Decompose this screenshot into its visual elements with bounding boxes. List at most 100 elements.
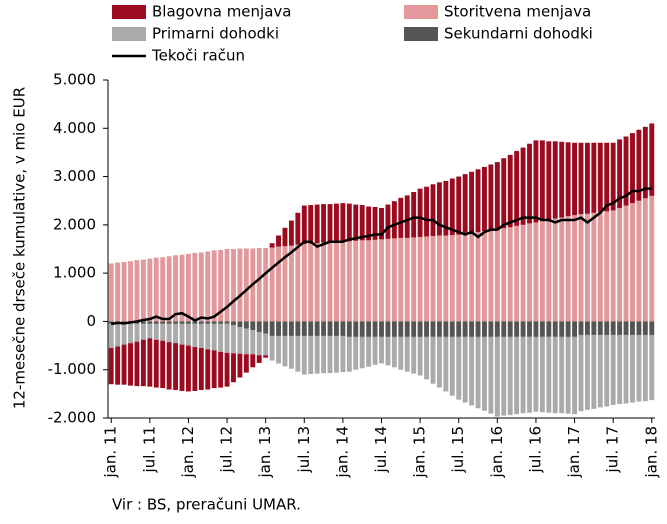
bar-segment <box>488 230 494 322</box>
bar-segment <box>436 235 442 322</box>
bar-segment <box>597 211 603 322</box>
bar-segment <box>379 336 384 364</box>
bar-segment <box>256 321 262 333</box>
bar-segment <box>379 207 384 240</box>
bar-segment <box>636 334 642 402</box>
bar-segment <box>231 353 236 383</box>
bar-segment <box>173 255 179 322</box>
bar-segment <box>578 334 584 412</box>
bar-segment <box>488 336 494 414</box>
bar-segment <box>584 334 590 410</box>
bar-segment <box>436 321 442 337</box>
bar-segment <box>263 333 269 356</box>
y-tick-label: 5.000 <box>53 71 96 89</box>
x-tick-label: jul. 13 <box>295 426 313 473</box>
bar-segment <box>578 214 584 322</box>
bar-segment <box>366 336 372 367</box>
bar-segment <box>552 321 558 337</box>
bar-segment <box>346 241 352 322</box>
x-tick-label: jul. 16 <box>526 426 544 473</box>
bar-segment <box>462 321 468 337</box>
bar-segment <box>404 321 410 337</box>
bar-segment <box>404 336 410 372</box>
bar-segment <box>552 218 558 322</box>
bar-segment <box>346 336 352 372</box>
bar-segment <box>314 321 320 336</box>
bar-segment <box>366 240 372 322</box>
bar-segment <box>288 245 294 322</box>
bar-segment <box>250 321 256 331</box>
bar-segment <box>108 263 114 322</box>
bar-segment <box>630 133 635 204</box>
bar-segment <box>115 346 121 385</box>
bar-segment <box>636 129 642 201</box>
bar-segment <box>211 250 217 322</box>
bar-segment <box>456 176 462 235</box>
bar-segment <box>321 204 327 243</box>
bar-segment <box>475 336 481 409</box>
bar-segment <box>584 321 590 335</box>
y-tick-label: -1.000 <box>48 360 96 378</box>
bar-segment <box>520 336 526 414</box>
bar-segment <box>527 143 532 224</box>
bar-segment <box>617 207 623 322</box>
bar-segment <box>398 197 404 238</box>
bar-segment <box>572 336 578 415</box>
bar-segment <box>430 336 436 384</box>
x-tick-label: jul. 15 <box>449 426 467 473</box>
bar-segment <box>340 203 346 242</box>
bar-segment <box>424 336 429 380</box>
bar-segment <box>417 236 423 322</box>
bar-segment <box>649 334 655 401</box>
bar-segment <box>282 321 288 336</box>
x-tick-label: jan. 17 <box>565 426 583 479</box>
bar-segment <box>198 347 204 390</box>
bar-segment <box>642 321 648 335</box>
bar-segment <box>591 321 597 335</box>
bar-segment <box>494 162 500 230</box>
bar-segment <box>482 231 487 322</box>
bar-segment <box>134 323 140 342</box>
bar-segment <box>604 142 610 212</box>
bar-segment <box>385 321 391 337</box>
bar-segment <box>578 321 584 335</box>
bar-segment <box>301 205 307 245</box>
bar-segment <box>617 321 623 335</box>
bar-segment <box>623 205 629 322</box>
bar-segment <box>565 142 571 217</box>
bar-segment <box>276 235 281 247</box>
bar-segment <box>282 227 288 247</box>
bar-segment <box>572 215 578 322</box>
bar-segment <box>192 323 198 348</box>
bar-segment <box>140 339 146 387</box>
bar-segment <box>469 233 475 322</box>
y-tick-label: -2.000 <box>48 409 96 427</box>
bar-segment <box>192 252 198 322</box>
bar-segment <box>179 321 185 324</box>
bar-segment <box>449 321 455 337</box>
bar-segment <box>424 186 429 237</box>
bar-segment <box>243 354 249 373</box>
bar-segment <box>153 339 159 388</box>
bar-segment <box>173 321 179 324</box>
bar-segment <box>597 334 603 408</box>
bar-segment <box>559 336 565 414</box>
bar-segment <box>134 260 140 322</box>
bar-segment <box>353 240 359 322</box>
bar-segment <box>456 321 462 337</box>
legend-label: Blagovna menjava <box>152 3 291 21</box>
bar-segment <box>140 323 146 340</box>
bar-segment <box>288 220 294 246</box>
bar-segment <box>211 321 217 324</box>
bar-segment <box>340 321 346 336</box>
bar-segment <box>417 188 423 237</box>
bar-segment <box>185 345 191 392</box>
bar-segment <box>411 336 417 374</box>
bar-segment <box>610 142 616 211</box>
bar-segment <box>546 220 552 322</box>
bar-segment <box>630 321 635 335</box>
bar-segment <box>198 321 204 324</box>
bar-segment <box>430 321 436 337</box>
bar-segment <box>327 335 333 374</box>
bar-segment <box>224 321 230 324</box>
